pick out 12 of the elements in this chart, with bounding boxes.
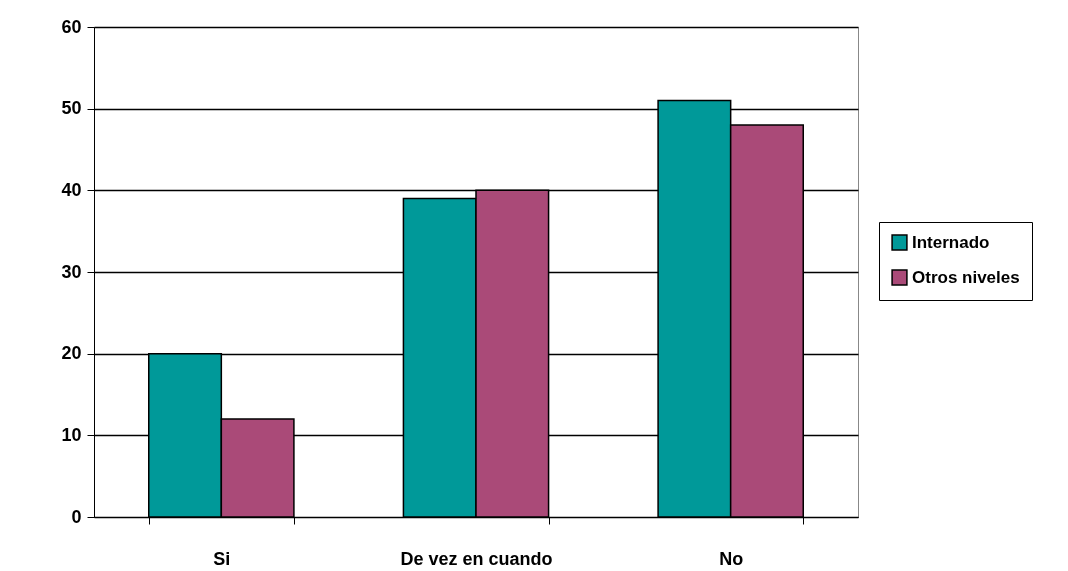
y-tick-label: 10 <box>61 424 82 445</box>
legend-label: Internado <box>912 232 990 252</box>
y-tick-label: 40 <box>61 179 82 200</box>
y-tick-label: 50 <box>61 98 82 119</box>
legend-label: Otros niveles <box>912 267 1020 287</box>
y-tick-label: 0 <box>71 506 82 527</box>
x-tick-label: No <box>719 548 744 569</box>
y-tick-label: 60 <box>61 16 82 37</box>
y-tick-label: 20 <box>61 343 82 364</box>
x-tick-label: De vez en cuando <box>400 548 553 569</box>
y-tick-label: 30 <box>61 261 82 282</box>
x-tick-label: Si <box>213 548 231 569</box>
